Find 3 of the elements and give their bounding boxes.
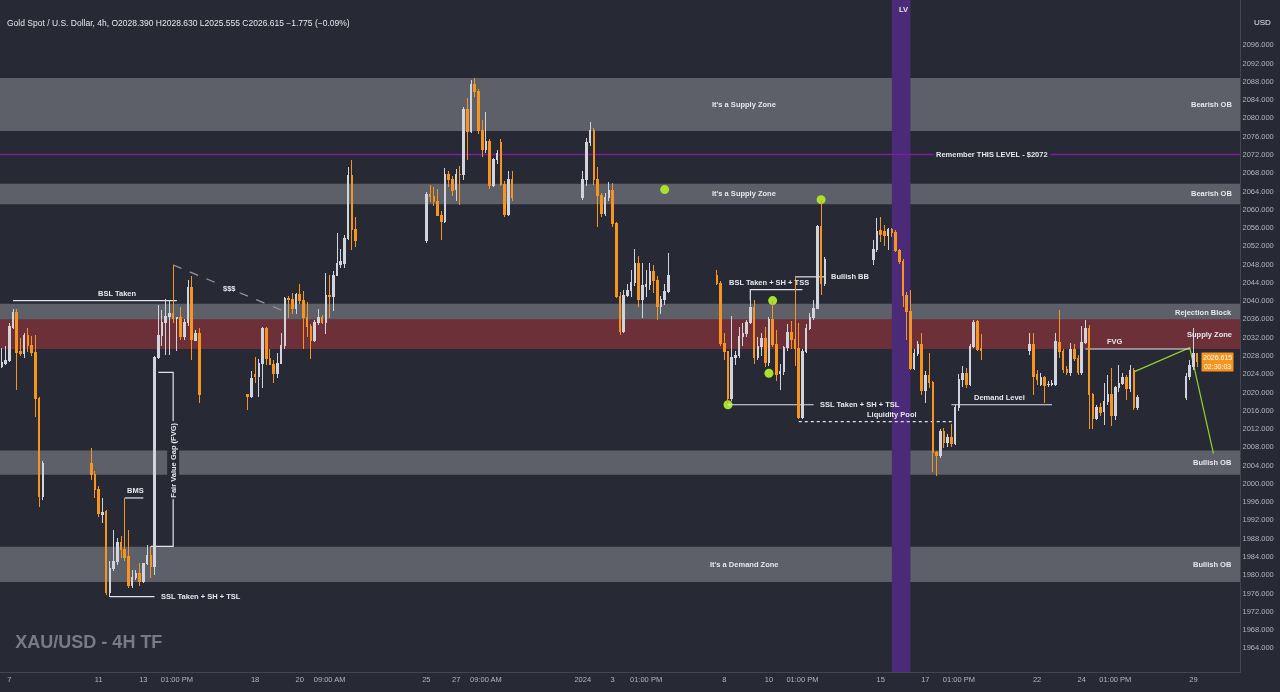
text: XAU/USD - 4H TF — [15, 632, 163, 653]
text: Gold Spot / U.S. Dollar, 4h, O2028.390 H2028.630 L2025.555 C2026.615 −1.775 (−0.09%) — [7, 18, 350, 28]
y-axis-title: USD — [1254, 18, 1272, 27]
